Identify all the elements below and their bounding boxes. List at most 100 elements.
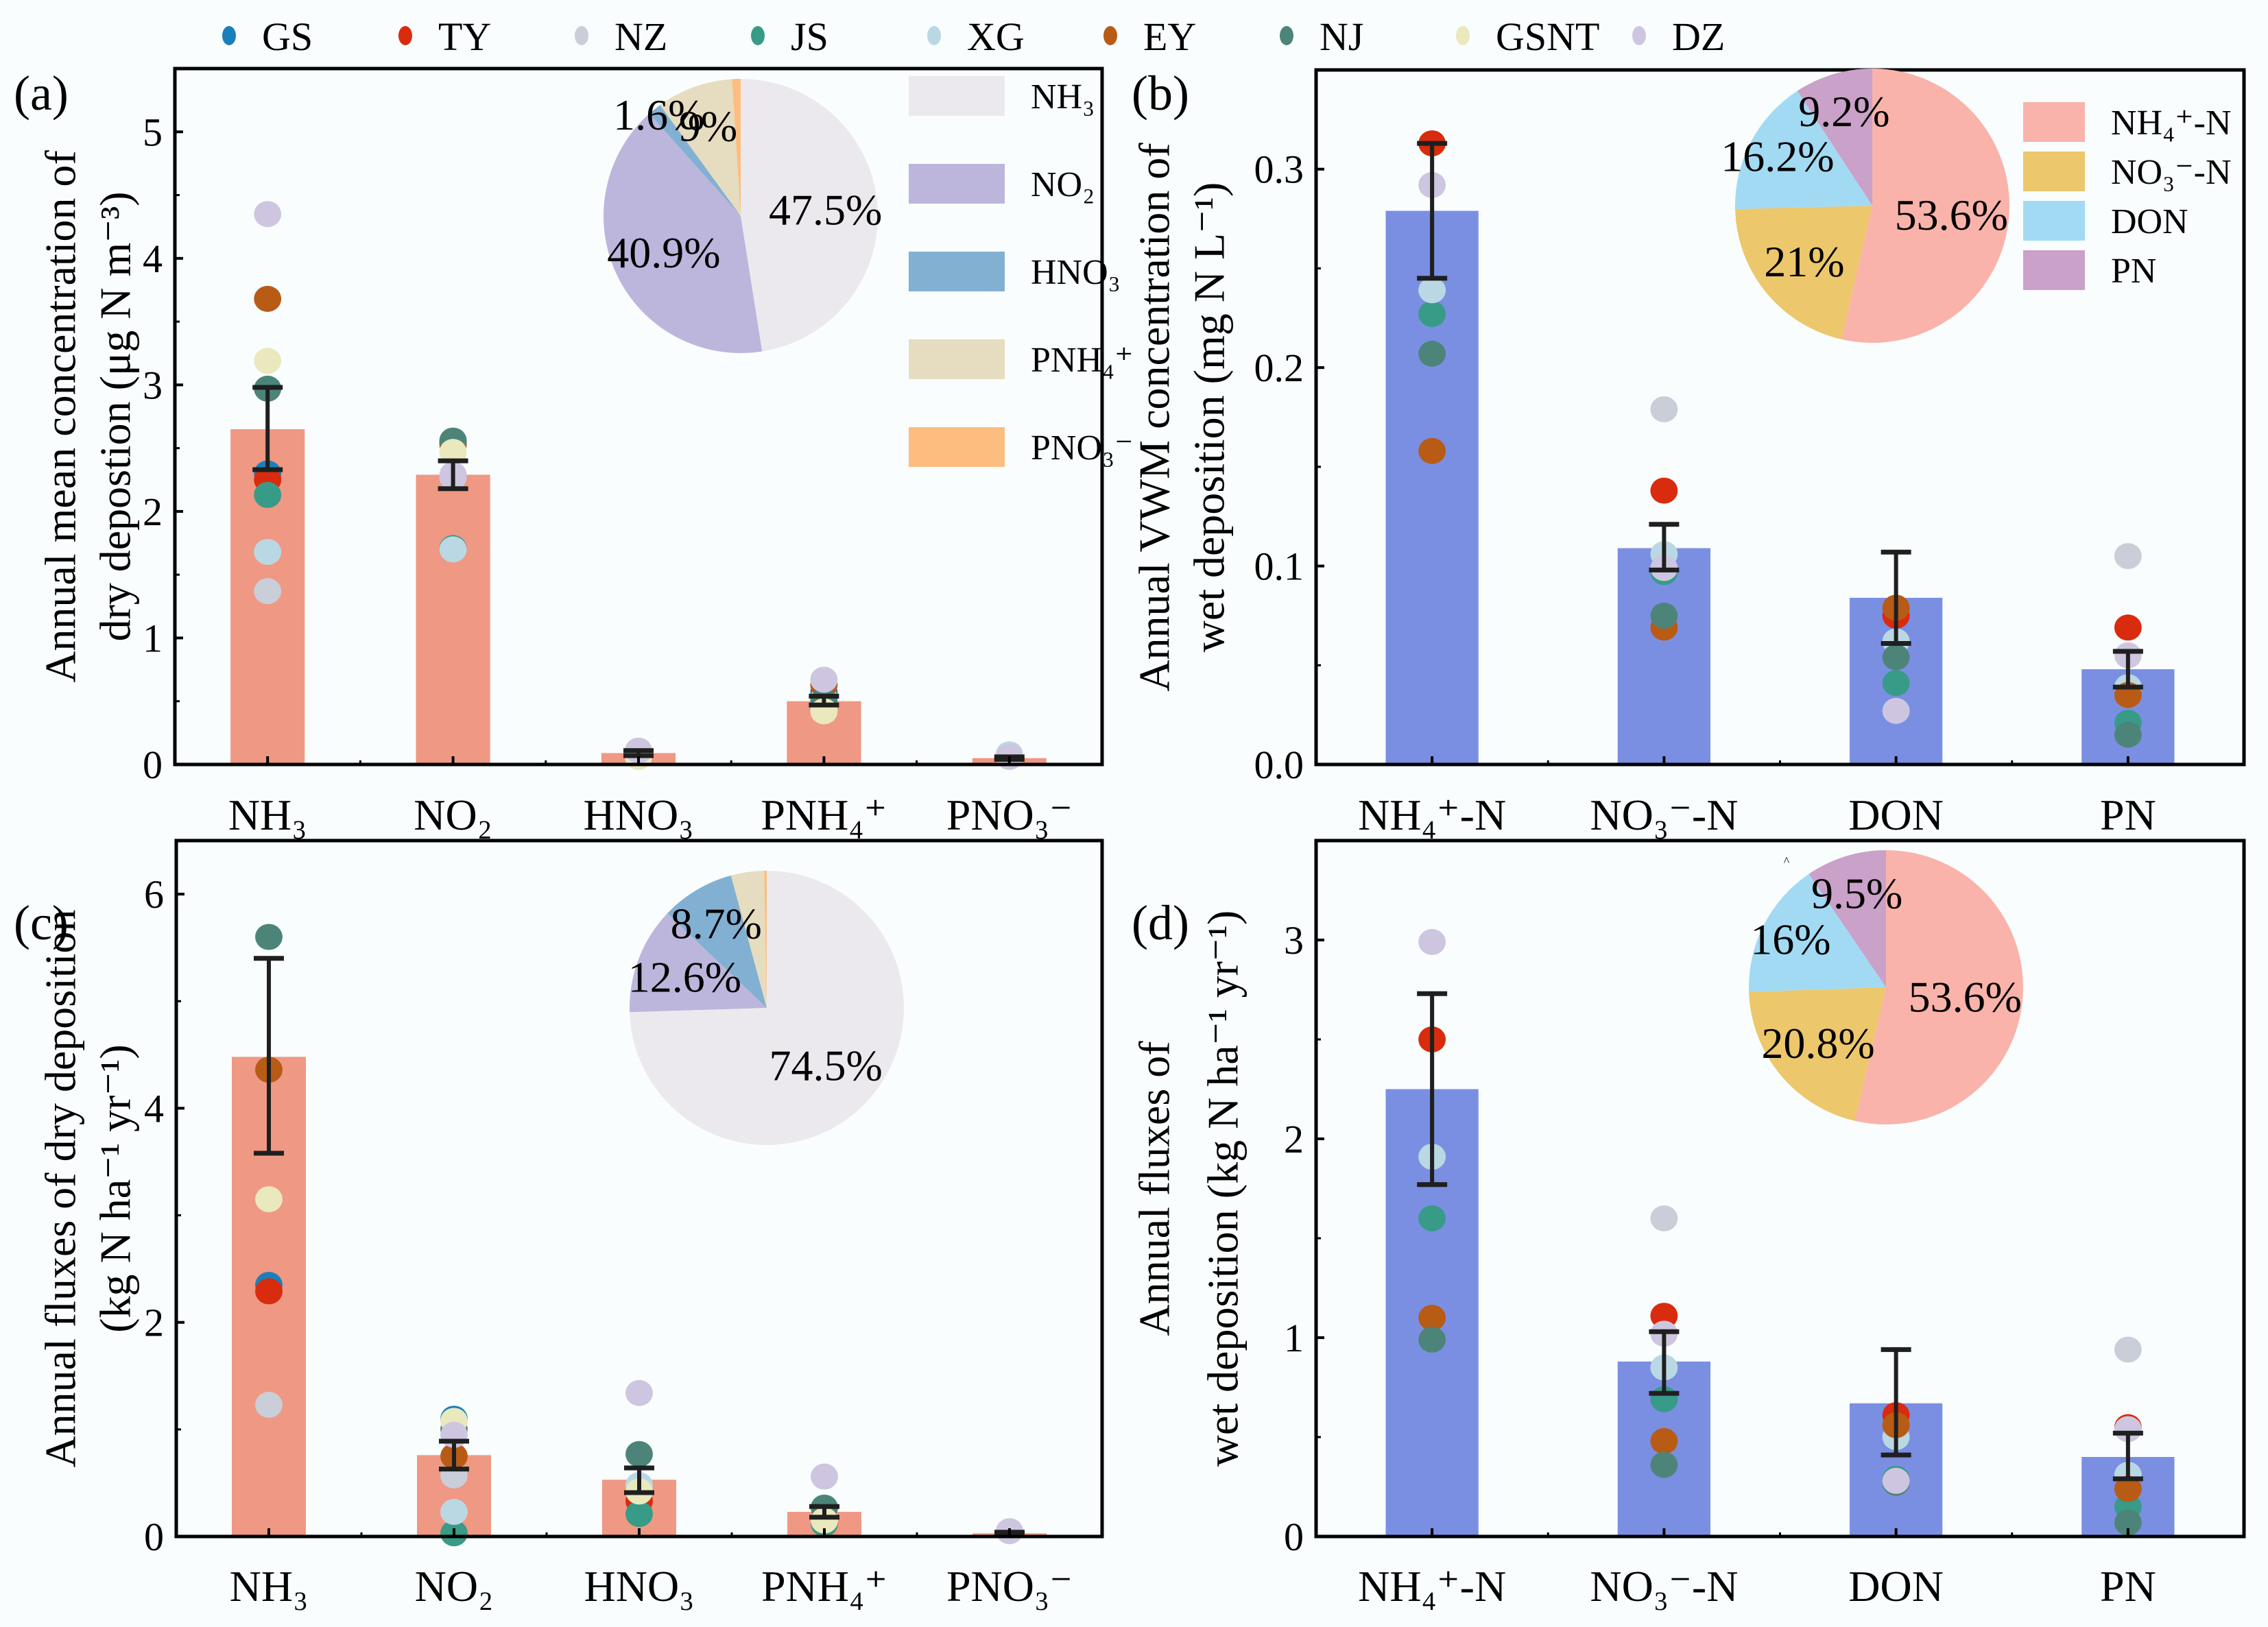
pie-slice-don <box>1735 91 1872 210</box>
legend-item-ey: EY <box>1103 14 1196 59</box>
legend-label-nz: NZ <box>614 14 667 59</box>
pie-legend-swatch <box>909 164 1005 204</box>
error-bar-no3minus-n <box>1649 1329 1680 1396</box>
point-nh4plus-n-dz <box>1418 928 1446 955</box>
point-pnh4plus-dz <box>810 666 838 693</box>
pie-slice-no2 <box>603 113 763 353</box>
pie-slice-pno3minus <box>764 871 767 1008</box>
legend-item-js: JS <box>751 14 828 59</box>
pie-label-no3minus-n: 21% <box>1764 237 1844 286</box>
pie-label-pnh4plus: 9% <box>679 101 737 150</box>
y-tick-label: 2 <box>1284 1117 1304 1161</box>
pie-legend-item-pno3minus: PNO₃⁻ <box>909 427 1134 468</box>
legend-label-ty: TY <box>438 14 491 59</box>
pie-legend-item-don: DON <box>2023 201 2188 241</box>
point-nh3-gsnt <box>255 1186 283 1213</box>
y-tick-label: 3 <box>1284 918 1304 963</box>
x-ticks: NH₄⁺-N NO₃⁻-N DON PN <box>1358 756 2156 839</box>
y-tick-label: 0.1 <box>1254 544 1304 589</box>
x-tick-label-nh3: NH₃ <box>228 791 307 839</box>
annotation-mark: ^ <box>1784 854 1790 868</box>
error-bar-no3minus-n <box>1649 522 1680 573</box>
point-don-dz <box>1882 1467 1910 1494</box>
point-pn-nz <box>2114 1336 2142 1363</box>
legend-item-dz: DZ <box>1632 14 1725 59</box>
y-tick-label: 0 <box>144 1515 164 1559</box>
pie-label-no2: 40.9% <box>607 228 720 277</box>
panel-label: (c) <box>14 895 69 950</box>
pie-legend-label: NO₃⁻-N <box>2111 153 2232 192</box>
legend-marker-nj <box>1280 26 1293 45</box>
pie-label-nh4plus-n: 53.6% <box>1895 191 2008 239</box>
legend-label-xg: XG <box>967 14 1025 59</box>
legend-marker-dz <box>1632 26 1646 45</box>
y-tick-label: 2 <box>144 1301 164 1345</box>
panel-b: (b) Annual VWM concentration of wet deposi… <box>1130 66 2246 839</box>
error-bar-pnh4plus <box>809 693 839 708</box>
site-points <box>1418 130 2142 748</box>
y-tick-label: 0 <box>1284 1515 1304 1559</box>
pie-legend-item-no3minus-n: NO₃⁻-N <box>2023 152 2232 192</box>
point-hno3-js <box>625 1501 653 1528</box>
x-tick-label-hno3: HNO₃ <box>584 791 694 839</box>
pie-legend-label: NH₃ <box>1031 77 1095 117</box>
y-tick-label: 3 <box>143 363 163 407</box>
y-tick-label: 5 <box>143 110 163 154</box>
site-legend: GS TY NZ JS XG EY NJ GSNT DZ <box>222 14 1725 59</box>
point-nh3-xg <box>254 538 282 565</box>
pie-label-pn: 9.2% <box>1798 87 1889 136</box>
point-nh4plus-n-nj <box>1418 340 1446 367</box>
pie-slice-nh3 <box>630 870 904 1145</box>
pie-slice-pn <box>1797 69 1872 206</box>
pie-legend-label: DON <box>2111 202 2188 241</box>
x-tick-label-nh4plus-n: NH₄⁺-N <box>1358 791 1506 839</box>
point-nh4plus-n-js <box>1418 1205 1446 1231</box>
x-tick-label-no2: NO₂ <box>415 1562 494 1611</box>
error-bar-pn <box>2112 1430 2143 1482</box>
error-bar-nh4plus-n <box>1417 141 1448 281</box>
x-ticks: NH₄⁺-N NO₃⁻-N DON PN <box>1358 1528 2156 1611</box>
inset-pie: 53.6% 21% 16.2%9.2% <box>1721 69 2009 344</box>
point-nh3-nz <box>254 578 282 605</box>
pie-slice-hno3 <box>667 875 767 1008</box>
point-nh3-nj <box>255 924 283 950</box>
legend-label-js: JS <box>791 14 828 59</box>
point-pn-nz <box>2114 543 2142 570</box>
y-ticks: 0 1 2 3 <box>1284 918 1324 1559</box>
pie-legend-item-nh3: NH₃ <box>909 76 1095 117</box>
error-bars <box>1417 991 2143 1482</box>
y-tick-label: 1 <box>1284 1316 1304 1360</box>
pie-legend-swatch <box>909 427 1005 467</box>
error-bar-no2 <box>439 1438 469 1472</box>
legend-label-ey: EY <box>1143 14 1196 59</box>
x-tick-label-don: DON <box>1848 1562 1944 1611</box>
pie-slice-pn <box>1809 850 1886 987</box>
error-bar-hno3 <box>623 748 654 758</box>
legend-item-ty: TY <box>398 14 491 59</box>
pie-label-no3minus-n: 20.8% <box>1761 1019 1874 1068</box>
point-pn-nj <box>2114 1509 2142 1536</box>
x-tick-label-don: DON <box>1848 791 1944 839</box>
pie-legend-item-pnh4plus: PNH₄⁺ <box>909 339 1134 380</box>
inset-pie: 74.5% 12.6%8.7% <box>628 870 904 1145</box>
point-no2-xg <box>439 536 467 563</box>
legend-item-nz: NZ <box>575 14 667 59</box>
legend-label-dz: DZ <box>1672 14 1725 59</box>
pie-legend-item-pn: PN <box>2023 250 2156 291</box>
point-nh4plus-n-js <box>1418 300 1446 327</box>
legend-item-nj: NJ <box>1280 14 1363 59</box>
x-tick-label-pnh4plus: PNH₄⁺ <box>761 791 887 839</box>
x-tick-label-pnh4plus: PNH₄⁺ <box>761 1562 887 1611</box>
pie-slice-pno3minus <box>732 79 741 216</box>
panel-label: (d) <box>1132 895 1189 950</box>
point-nh3-dz <box>254 201 282 228</box>
point-hno3-nj <box>625 1441 653 1467</box>
x-ticks: NH₃ NO₂ HNO₃ PNH₄⁺ PNO₃⁻ <box>230 1528 1073 1611</box>
pie-slice-don <box>1749 873 1886 992</box>
pie-legend-swatch <box>909 76 1005 116</box>
legend-marker-js <box>751 26 765 45</box>
pie-legend: NH₃ NO₂ HNO₃ PNH₄⁺ PNO₃⁻ <box>909 76 1134 468</box>
pie-label-hno3: 1.6% <box>613 91 704 139</box>
point-pn-ty <box>2114 614 2142 641</box>
legend-label-gsnt: GSNT <box>1496 14 1599 59</box>
